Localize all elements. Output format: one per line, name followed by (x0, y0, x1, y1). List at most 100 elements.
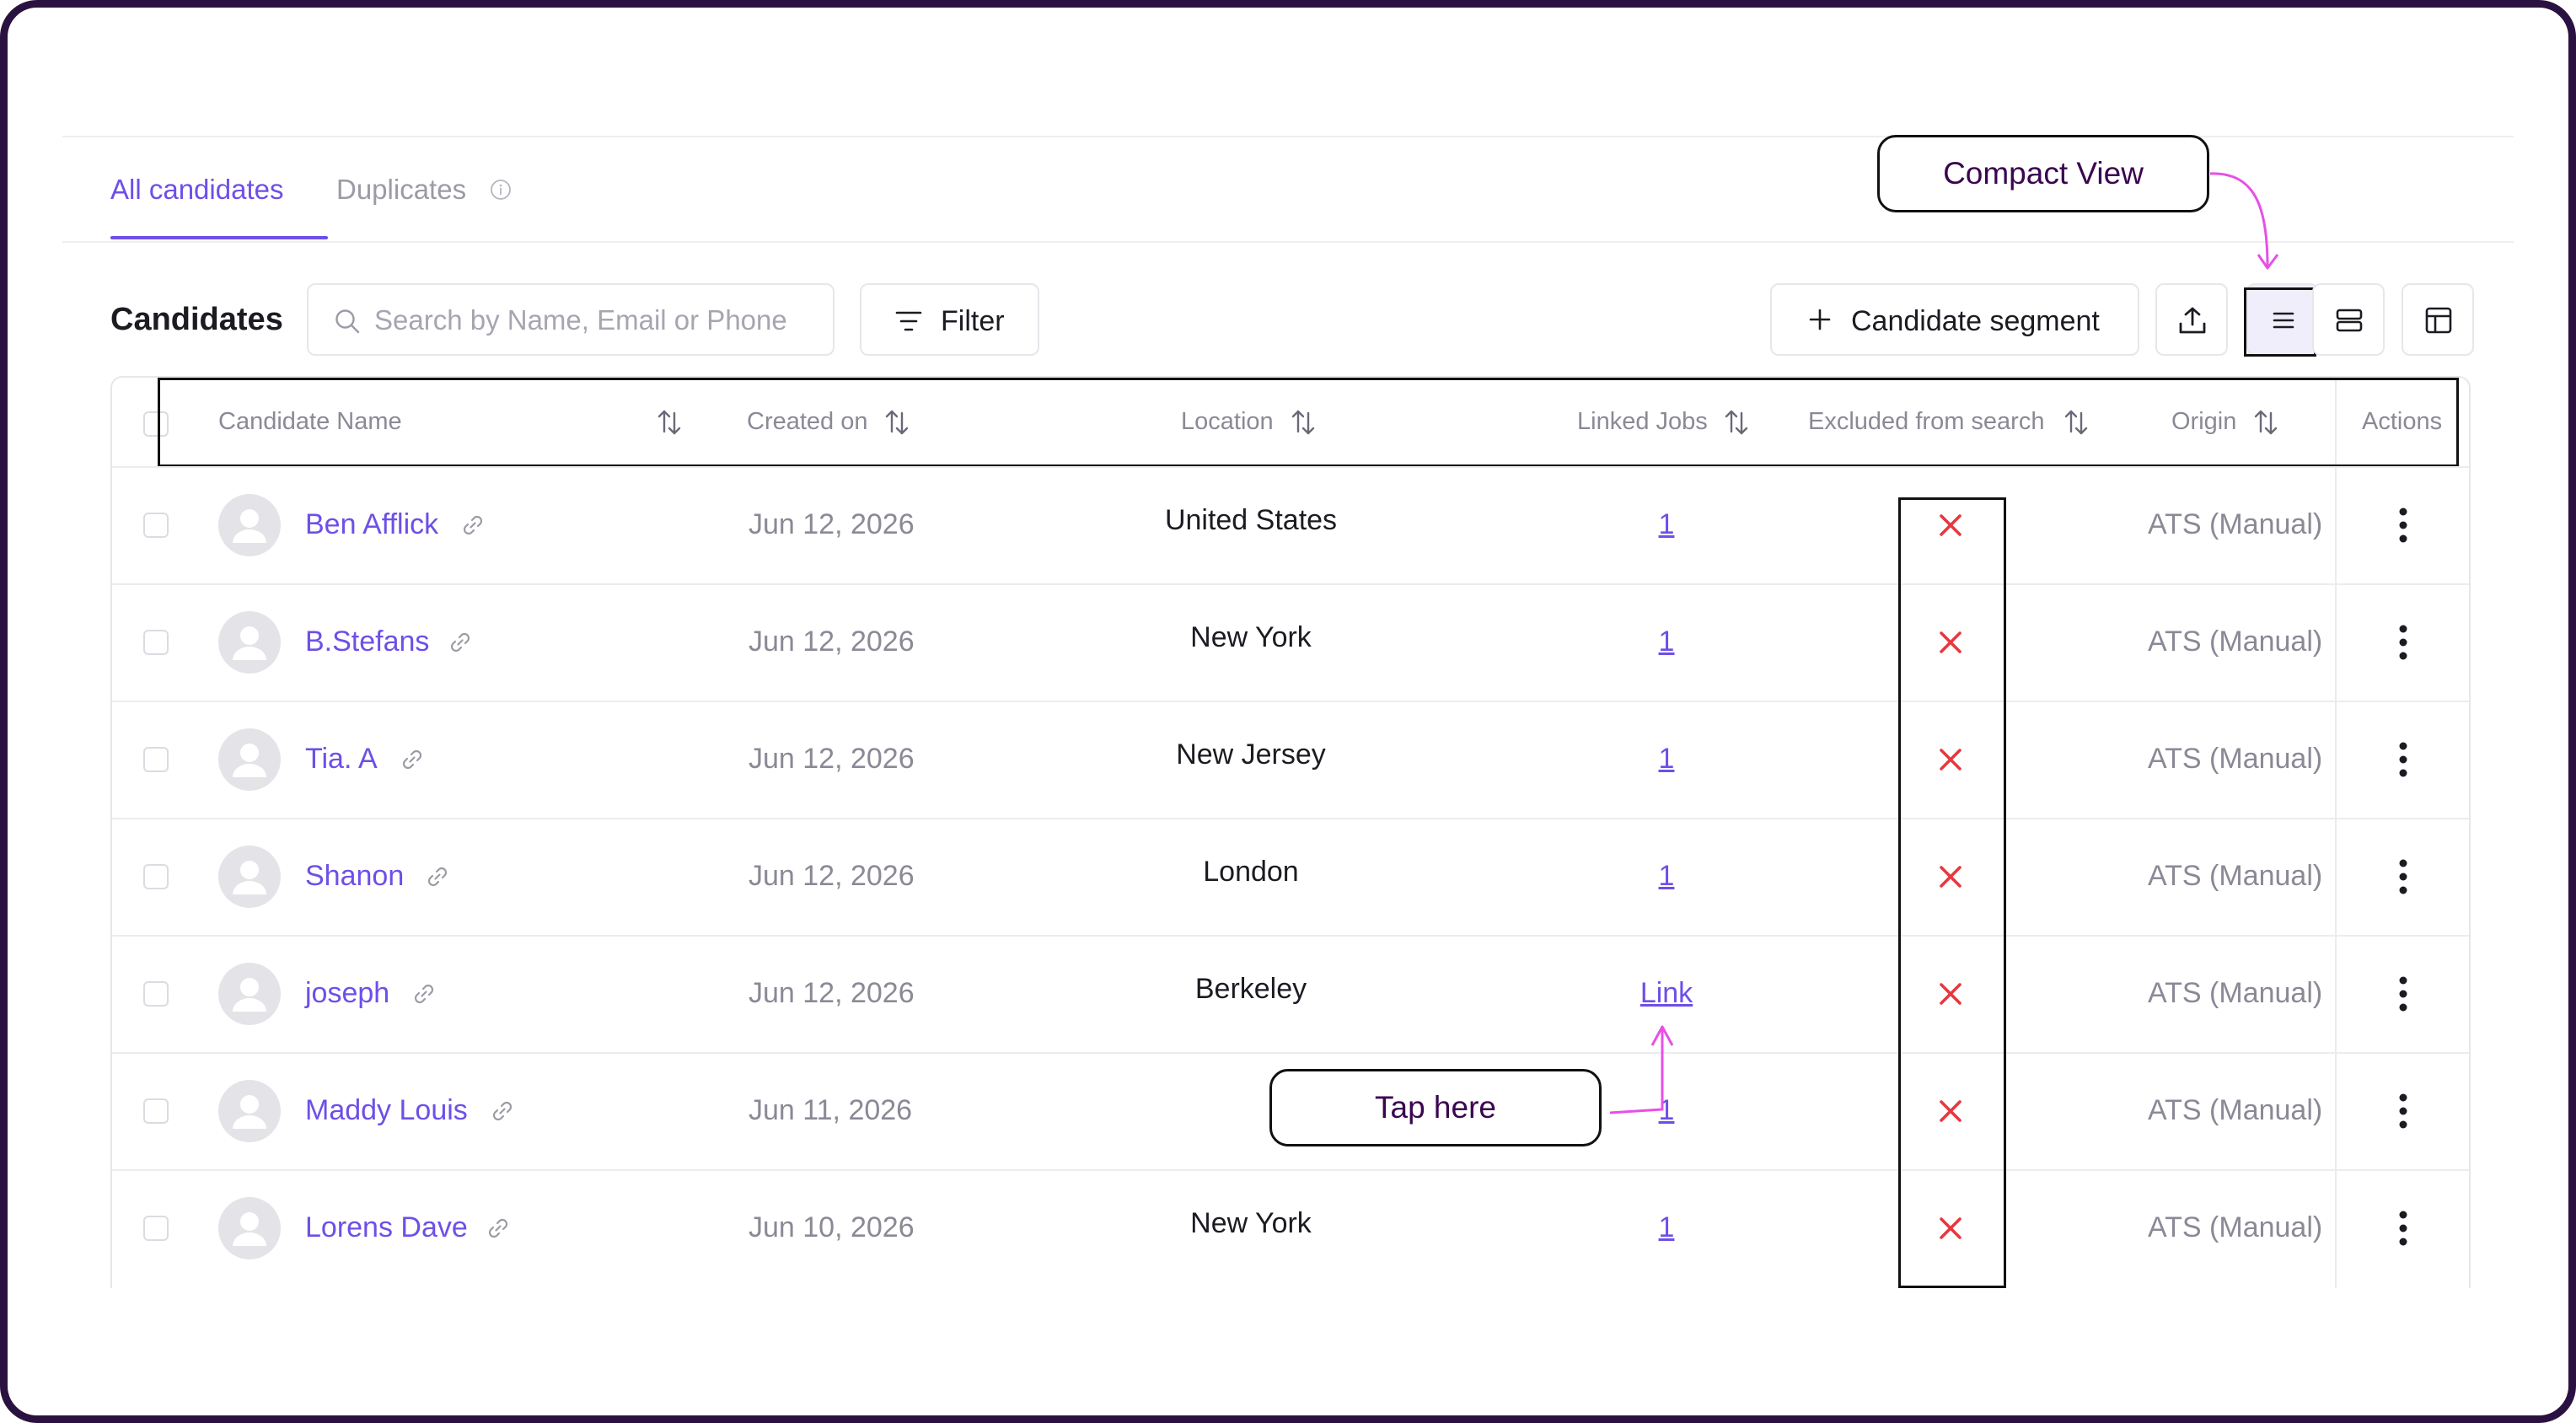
location-text: Berkeley (1194, 972, 1307, 1005)
kebab-icon[interactable] (2398, 623, 2408, 662)
table-row[interactable] (112, 466, 2469, 585)
table-row[interactable] (112, 701, 2469, 819)
row-checkbox[interactable] (143, 863, 169, 889)
tab-duplicates[interactable]: Duplicates (336, 174, 467, 205)
kebab-icon[interactable] (2398, 975, 2408, 1013)
location-text: New York (1190, 620, 1312, 653)
candidate-segment-button[interactable]: Candidate segment (1770, 283, 2139, 356)
column-header-actions: Actions (2362, 408, 2443, 435)
row-checkbox[interactable] (143, 746, 169, 772)
table-row[interactable] (112, 935, 2469, 1054)
compact-view-callout-text: Compact View (1943, 156, 2144, 191)
candidate-name-link[interactable]: B.Stefans (305, 625, 430, 658)
column-header-created-on[interactable]: Created on (747, 408, 868, 435)
column-header-origin[interactable]: Origin (2171, 408, 2237, 435)
candidate-segment-label: Candidate segment (1851, 305, 2100, 337)
avatar (218, 728, 281, 791)
select-all-checkbox[interactable] (143, 411, 169, 437)
sort-icon[interactable] (1290, 408, 1317, 437)
row-checkbox[interactable] (143, 512, 169, 538)
linked-jobs-link[interactable]: 1 (1658, 507, 1675, 540)
kebab-icon[interactable] (2398, 857, 2408, 896)
kebab-icon[interactable] (2398, 740, 2408, 779)
top-divider (62, 136, 2514, 137)
user-icon (233, 977, 266, 1012)
search-input[interactable] (374, 302, 813, 339)
table-row[interactable] (112, 1169, 2469, 1288)
info-icon[interactable] (490, 179, 512, 201)
avatar (218, 1196, 281, 1259)
columns-button[interactable] (2402, 283, 2474, 356)
search-icon (335, 309, 360, 334)
filter-button[interactable]: Filter (860, 283, 1039, 356)
page-title: Candidates (110, 302, 283, 337)
created-on-date: Jun 11, 2026 (749, 1093, 913, 1126)
active-tab-indicator (110, 236, 328, 239)
origin-text: ATS (Manual) (2148, 859, 2323, 892)
candidate-name-link[interactable]: Lorens Dave (305, 1211, 468, 1243)
origin-text: ATS (Manual) (2148, 507, 2323, 540)
avatar (218, 962, 281, 1025)
link-icon[interactable] (460, 513, 486, 538)
filter-icon (895, 311, 922, 331)
location-text: New Jersey (1176, 738, 1326, 771)
row-checkbox[interactable] (143, 1215, 169, 1241)
link-icon[interactable] (448, 630, 473, 655)
candidate-name-link[interactable]: Ben Afflick (305, 507, 439, 540)
columns-icon (2425, 307, 2452, 334)
card-view-button[interactable] (2312, 283, 2385, 356)
export-button[interactable] (2155, 283, 2228, 356)
candidate-name-link[interactable]: joseph (305, 976, 390, 1009)
x-icon (1940, 513, 1962, 536)
linked-jobs-link[interactable]: 1 (1658, 1211, 1675, 1243)
column-header-location[interactable]: Location (1181, 408, 1274, 435)
user-icon (233, 626, 266, 660)
origin-text: ATS (Manual) (2148, 1211, 2323, 1243)
candidate-name-link[interactable]: Tia. A (305, 742, 378, 775)
rows-icon (2336, 309, 2363, 332)
sort-icon[interactable] (2063, 408, 2090, 437)
x-icon (1940, 982, 1962, 1005)
candidate-name-link[interactable]: Shanon (305, 859, 405, 892)
link-icon[interactable] (486, 1216, 511, 1241)
origin-text: ATS (Manual) (2148, 1093, 2323, 1126)
created-on-date: Jun 12, 2026 (749, 507, 915, 540)
linked-jobs-link[interactable]: Link (1640, 976, 1693, 1009)
sort-icon[interactable] (656, 408, 683, 437)
link-icon[interactable] (490, 1098, 515, 1124)
tab-all-candidates[interactable]: All candidates (110, 174, 284, 205)
link-icon[interactable] (400, 747, 425, 772)
table-row[interactable] (112, 1052, 2469, 1171)
sort-icon[interactable] (1723, 408, 1750, 437)
user-icon (233, 860, 266, 894)
x-icon (1940, 1216, 1962, 1239)
kebab-icon[interactable] (2398, 506, 2408, 545)
kebab-icon[interactable] (2398, 1209, 2408, 1248)
link-icon[interactable] (425, 864, 450, 889)
column-header-linked-jobs[interactable]: Linked Jobs (1577, 408, 1708, 435)
sort-icon[interactable] (883, 408, 910, 437)
sort-icon[interactable] (2252, 408, 2279, 437)
header-row-highlight (158, 378, 2459, 467)
link-icon[interactable] (411, 981, 437, 1007)
linked-jobs-link[interactable]: 1 (1658, 859, 1675, 892)
linked-jobs-link[interactable]: 1 (1658, 625, 1675, 658)
row-checkbox[interactable] (143, 980, 169, 1007)
search-box[interactable] (307, 283, 835, 356)
user-icon (233, 1094, 266, 1129)
user-icon (233, 743, 266, 777)
column-header-excluded-from-search[interactable]: Excluded from search (1808, 408, 2045, 435)
table-row[interactable] (112, 818, 2469, 937)
candidate-name-link[interactable]: Maddy Louis (305, 1093, 468, 1126)
table-row[interactable] (112, 583, 2469, 702)
linked-jobs-link[interactable]: 1 (1658, 1093, 1675, 1126)
compact-view-button[interactable] (2246, 283, 2319, 356)
linked-jobs-link[interactable]: 1 (1658, 742, 1675, 775)
upload-icon (2179, 307, 2206, 334)
compact-view-callout: Compact View (1877, 135, 2209, 212)
column-header-candidate-name[interactable]: Candidate Name (218, 408, 402, 435)
excluded-column-highlight (1898, 497, 2006, 1288)
row-checkbox[interactable] (143, 629, 169, 655)
kebab-icon[interactable] (2398, 1092, 2408, 1130)
row-checkbox[interactable] (143, 1098, 169, 1124)
